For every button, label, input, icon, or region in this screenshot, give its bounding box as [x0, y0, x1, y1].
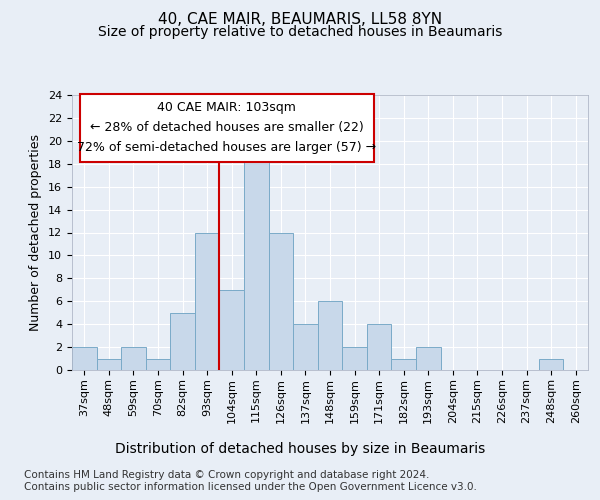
Bar	[318, 301, 342, 370]
Text: Distribution of detached houses by size in Beaumaris: Distribution of detached houses by size …	[115, 442, 485, 456]
Text: Contains public sector information licensed under the Open Government Licence v3: Contains public sector information licen…	[24, 482, 477, 492]
Bar	[121, 347, 146, 370]
Bar	[244, 141, 269, 370]
Bar	[367, 324, 391, 370]
Text: 40, CAE MAIR, BEAUMARIS, LL58 8YN: 40, CAE MAIR, BEAUMARIS, LL58 8YN	[158, 12, 442, 28]
Bar	[170, 312, 195, 370]
FancyBboxPatch shape	[80, 94, 374, 162]
Y-axis label: Number of detached properties: Number of detached properties	[29, 134, 43, 331]
Bar	[195, 232, 220, 370]
Bar	[220, 290, 244, 370]
Bar	[146, 358, 170, 370]
Text: 40 CAE MAIR: 103sqm
← 28% of detached houses are smaller (22)
72% of semi-detach: 40 CAE MAIR: 103sqm ← 28% of detached ho…	[77, 102, 376, 154]
Bar	[416, 347, 440, 370]
Bar	[342, 347, 367, 370]
Bar	[97, 358, 121, 370]
Bar	[269, 232, 293, 370]
Bar	[391, 358, 416, 370]
Bar	[539, 358, 563, 370]
Bar	[72, 347, 97, 370]
Text: Size of property relative to detached houses in Beaumaris: Size of property relative to detached ho…	[98, 25, 502, 39]
Bar	[293, 324, 318, 370]
Text: Contains HM Land Registry data © Crown copyright and database right 2024.: Contains HM Land Registry data © Crown c…	[24, 470, 430, 480]
